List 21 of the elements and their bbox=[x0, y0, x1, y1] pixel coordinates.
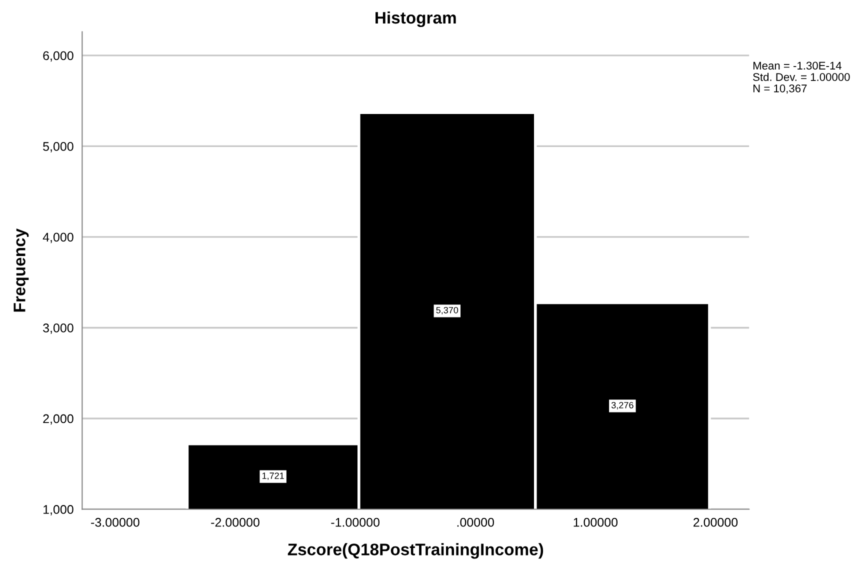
text: Mean = -1.30E-14 bbox=[753, 62, 842, 70]
text: Std. Dev. = 1.00000 bbox=[753, 72, 850, 81]
x-tick-label: -2.00000 bbox=[211, 518, 260, 527]
chart-title: Histogram bbox=[376, 11, 456, 28]
y-tick-label: 2,000 bbox=[43, 414, 74, 425]
y-tick-label: 1,000 bbox=[44, 505, 74, 516]
x-tick-label: -1.00000 bbox=[331, 518, 380, 527]
data-label: 1,721 bbox=[262, 472, 284, 480]
x-axis-title: Zscore(Q18PostTrainingIncome) bbox=[288, 543, 544, 559]
data-label: 5,370 bbox=[436, 306, 458, 314]
x-tick-label: .00000 bbox=[457, 518, 494, 527]
y-tick-label: 5,000 bbox=[43, 142, 74, 152]
data-label: 3,276 bbox=[611, 402, 634, 410]
y-tick-label: 3,000 bbox=[43, 324, 74, 334]
y-tick-label: 6,000 bbox=[43, 51, 74, 62]
text: N = 10,367 bbox=[753, 84, 807, 94]
x-tick-label: 2.00000 bbox=[694, 518, 738, 527]
x-tick-label: 1.00000 bbox=[574, 518, 618, 527]
x-tick-label: -3.00000 bbox=[91, 518, 140, 527]
y-axis-title: Frequency bbox=[14, 228, 29, 312]
y-tick-label: 4,000 bbox=[42, 232, 74, 244]
